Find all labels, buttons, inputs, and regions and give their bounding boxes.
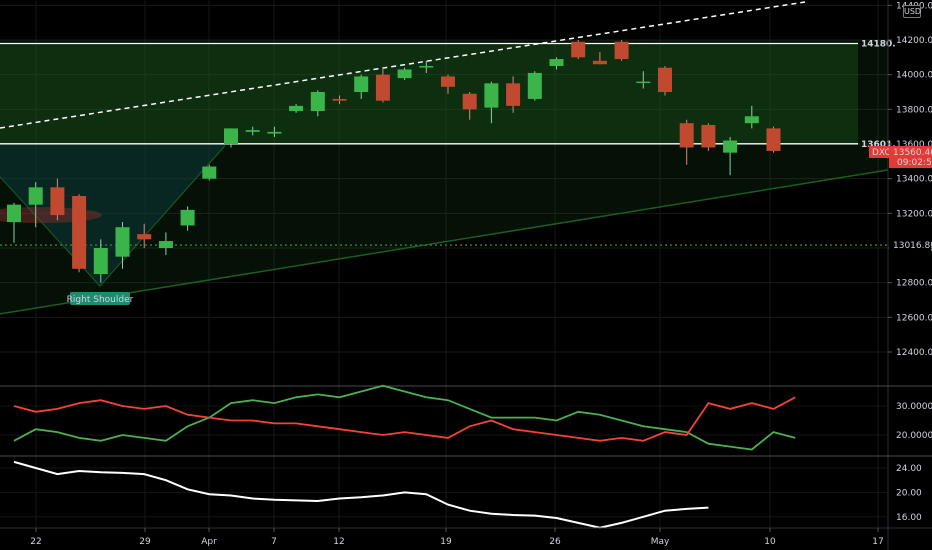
last-price-tag: 13560.46 — [893, 148, 932, 158]
candle-body — [441, 76, 455, 87]
candle-body — [245, 130, 260, 132]
candle-body — [180, 209, 195, 226]
resistance-dashed-line — [0, 1, 806, 129]
date-tick-label: Apr — [201, 537, 217, 547]
pattern-label: Right Shoulder — [67, 295, 134, 305]
pattern-area — [0, 143, 225, 287]
pattern-outline — [0, 145, 226, 287]
pattern-label-bg — [70, 292, 130, 305]
dotted-tag-bg — [889, 238, 931, 253]
price-tick-label: 14200.00 — [896, 36, 932, 46]
candle-body — [658, 67, 672, 92]
candle-body — [723, 140, 738, 153]
price-tick-label: 14000.00 — [896, 71, 932, 81]
candle-body — [462, 93, 477, 110]
price-tick-label: 12400.00 — [896, 348, 932, 358]
candle-body — [592, 60, 607, 65]
date-tick-label: 26 — [549, 537, 561, 547]
date-tick-label: 10 — [764, 537, 776, 547]
price-tick-label: 13400.00 — [896, 175, 932, 185]
date-tick-label: 7 — [271, 537, 277, 547]
date-tick-label: 29 — [139, 537, 151, 547]
date-tick-label: 17 — [872, 537, 883, 547]
support-trendline — [0, 169, 889, 315]
candle-body — [93, 248, 108, 274]
price-tick-label: 12600.00 — [896, 313, 932, 323]
candle-body — [310, 92, 325, 112]
candle-body — [202, 166, 217, 179]
osc2-tick-label: 20.00 — [896, 488, 922, 498]
osc1-tick-label: 30.0000 — [896, 402, 932, 412]
last-price-tag-bg — [889, 146, 932, 168]
di-minus-line — [13, 396, 796, 442]
price-tick-label: 13800.00 — [896, 105, 932, 115]
symbol-tag-bg — [869, 146, 889, 158]
candle-body — [115, 227, 130, 257]
candle-body — [636, 81, 651, 84]
price-tick-label: 12800.00 — [896, 279, 932, 289]
candle-body — [549, 59, 564, 66]
candle-body — [527, 72, 542, 99]
candle-body — [506, 83, 521, 106]
candle-body — [484, 83, 499, 108]
osc2-tick-label: 16.00 — [896, 513, 922, 523]
candle-body — [571, 41, 586, 58]
di-plus-line — [13, 384, 796, 451]
candle-body — [614, 41, 629, 60]
countdown-tag: 09:02:58 — [897, 158, 932, 168]
osc2-tick-label: 24.00 — [896, 464, 922, 474]
candle-body — [375, 74, 390, 101]
candle-body — [766, 128, 781, 151]
date-tick-label: 12 — [333, 537, 344, 547]
date-tick-label: May — [651, 537, 670, 547]
symbol-tag: DXC — [872, 148, 891, 158]
candle-body — [354, 76, 369, 92]
candle-body — [50, 187, 65, 216]
candle-body — [267, 131, 282, 134]
currency-badge[interactable]: USD — [903, 5, 922, 18]
dotted-level-tag: 13016.89 — [893, 241, 932, 251]
candle-body — [397, 69, 412, 79]
candle-body — [289, 105, 304, 112]
price-tick-label: 13600.00 — [896, 140, 932, 150]
candle-body — [332, 98, 347, 101]
candle-body — [419, 66, 434, 68]
osc1-tick-label: 20.0000 — [896, 431, 932, 441]
candle-body — [7, 204, 21, 222]
candle-body — [701, 124, 716, 148]
date-tick-label: 19 — [440, 537, 452, 547]
candle-body — [158, 241, 173, 248]
candle-body — [72, 196, 87, 269]
candle-body — [679, 123, 694, 148]
price-tick-label: 13200.00 — [896, 209, 932, 219]
candle-body — [28, 187, 43, 205]
level-lower-label: 13601. — [861, 140, 896, 150]
date-tick-label: 22 — [30, 537, 41, 547]
candle-body — [744, 116, 759, 124]
adx-line — [13, 460, 709, 529]
candle-body — [137, 234, 152, 240]
candle-body — [224, 128, 238, 144]
level-upper-label: 14180. — [861, 39, 896, 49]
